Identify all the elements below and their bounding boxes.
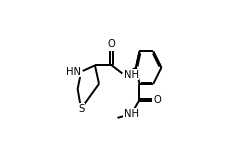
Text: NH: NH [124,109,139,119]
Text: O: O [153,95,161,105]
Text: O: O [108,39,116,49]
Text: NH: NH [124,70,139,80]
Text: S: S [78,104,84,114]
Text: HN: HN [66,67,81,77]
